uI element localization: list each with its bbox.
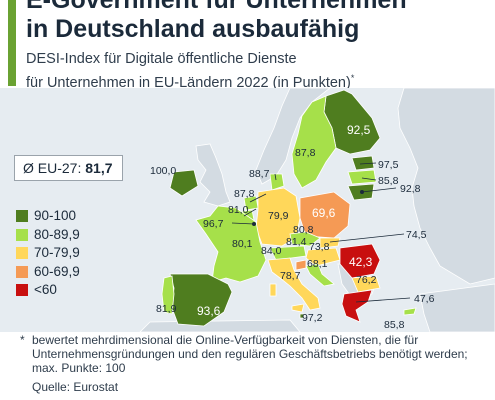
value-france: 80,1 bbox=[232, 238, 253, 250]
romania-shape bbox=[339, 243, 381, 279]
value-bulgaria: 76,2 bbox=[356, 274, 377, 286]
sweden-shape bbox=[291, 95, 337, 189]
subtitle-line-2: für Unternehmen in EU-Ländern 2022 (in P… bbox=[26, 74, 351, 91]
value-sweden: 87,8 bbox=[295, 147, 316, 159]
europe-map: 92,5 87,8 97,5 85,8 92,8 88,7 100,0 87,8… bbox=[0, 88, 495, 332]
subtitle-line-1: DESI-Index für Digitale öffentliche Dien… bbox=[26, 51, 297, 67]
hungary-shape bbox=[305, 247, 341, 267]
chart-title-line-1: E-Government für Unternehmen bbox=[26, 0, 407, 14]
malta-shape bbox=[299, 313, 305, 319]
value-czechia: 80,8 bbox=[293, 224, 314, 236]
value-croatia: 84,0 bbox=[261, 245, 282, 257]
legend-swatch bbox=[16, 228, 28, 241]
europe-map-svg bbox=[0, 88, 495, 332]
slovakia-shape bbox=[319, 237, 341, 249]
turkey-land bbox=[419, 283, 495, 332]
value-poland: 69,6 bbox=[312, 206, 336, 220]
estonia-shape bbox=[351, 155, 375, 171]
slovenia-shape bbox=[295, 259, 307, 271]
bulgaria-shape bbox=[351, 275, 381, 293]
footnote-mark: * bbox=[20, 333, 25, 347]
value-slovakia: 74,5 bbox=[406, 229, 427, 241]
leader-line-netherlands bbox=[249, 193, 267, 203]
value-austria: 81,4 bbox=[286, 236, 307, 248]
czechia-shape bbox=[289, 231, 321, 247]
value-lithuania: 92,8 bbox=[400, 183, 421, 195]
poland-shape bbox=[299, 191, 351, 239]
eu-average-value: 81,7 bbox=[85, 160, 113, 176]
leader-dot-lithuania bbox=[359, 190, 364, 195]
france-shape bbox=[195, 205, 267, 283]
source-note: Quelle: Eurostat bbox=[32, 380, 119, 394]
value-belgium: 81,0 bbox=[228, 204, 249, 216]
value-latvia: 85,8 bbox=[378, 175, 399, 187]
subtitle-footnote-mark: * bbox=[350, 73, 355, 83]
north-africa-land bbox=[139, 319, 301, 332]
leader-line-belgium bbox=[243, 208, 257, 217]
legend-label: <60 bbox=[34, 282, 57, 297]
leader-line-latvia bbox=[361, 177, 377, 181]
value-italy: 78,7 bbox=[280, 270, 301, 282]
value-estonia: 97,5 bbox=[378, 159, 399, 171]
cyprus-shape bbox=[403, 307, 417, 316]
value-malta: 97,2 bbox=[302, 312, 323, 324]
denmark-shape bbox=[269, 173, 285, 191]
value-netherlands: 87,8 bbox=[234, 188, 255, 200]
croatia-shape bbox=[305, 263, 335, 287]
sicily-shape bbox=[291, 303, 305, 313]
leader-line-estonia bbox=[359, 162, 377, 165]
chart-subtitle: DESI-Index für Digitale öffentliche Dien… bbox=[26, 50, 354, 93]
value-denmark: 88,7 bbox=[249, 168, 270, 180]
value-hungary: 73,8 bbox=[309, 241, 330, 253]
legend-swatch bbox=[16, 284, 28, 296]
title-accent-bar bbox=[8, 0, 16, 86]
value-romania: 42,3 bbox=[349, 255, 373, 269]
legend-swatch bbox=[16, 265, 28, 278]
leader-line-lithuania bbox=[361, 187, 397, 193]
leader-line-denmark bbox=[274, 173, 277, 181]
value-greece: 47,6 bbox=[414, 293, 435, 305]
legend-label: 80-89,9 bbox=[34, 226, 80, 242]
value-ireland: 100,0 bbox=[150, 165, 177, 177]
value-spain: 93,6 bbox=[197, 304, 221, 318]
value-cyprus: 85,8 bbox=[384, 319, 405, 331]
italy-shape bbox=[267, 257, 321, 311]
legend-label: 70-79,9 bbox=[34, 245, 80, 260]
ireland-shape bbox=[169, 169, 199, 197]
leader-line-slovakia bbox=[329, 233, 405, 243]
leader-lines bbox=[231, 162, 411, 303]
portugal-shape bbox=[161, 275, 175, 315]
legend-swatch bbox=[16, 247, 28, 259]
chart-title: E-Government für Unternehmen in Deutschl… bbox=[26, 0, 407, 44]
value-germany: 79,9 bbox=[268, 210, 289, 222]
germany-shape bbox=[255, 187, 301, 247]
eu-average-box: Ø EU-27: 81,7 bbox=[14, 155, 123, 181]
greece-shape bbox=[341, 289, 373, 323]
value-slovenia: 68,1 bbox=[307, 258, 328, 270]
legend-swatch bbox=[16, 210, 28, 222]
value-portugal: 81,9 bbox=[156, 303, 177, 315]
footnote-text: bewertet mehrdimensional die Online-Verf… bbox=[32, 333, 468, 375]
leader-dot-luxembourg bbox=[251, 221, 256, 226]
value-luxembourg: 96,7 bbox=[203, 218, 224, 230]
value-finland: 92,5 bbox=[347, 123, 371, 137]
leader-line-greece bbox=[355, 297, 411, 303]
legend-label: 60-69,9 bbox=[34, 263, 80, 279]
sardinia-shape bbox=[269, 283, 277, 297]
latvia-shape bbox=[347, 169, 377, 185]
eastern-non-eu-land bbox=[397, 88, 495, 285]
legend-label: 90-100 bbox=[34, 208, 77, 223]
eu-average-label: Ø EU-27: bbox=[23, 160, 82, 176]
austria-shape bbox=[269, 245, 307, 261]
leader-line-luxembourg bbox=[231, 222, 255, 225]
chart-title-line-2: in Deutschland ausbaufähig bbox=[26, 15, 360, 43]
